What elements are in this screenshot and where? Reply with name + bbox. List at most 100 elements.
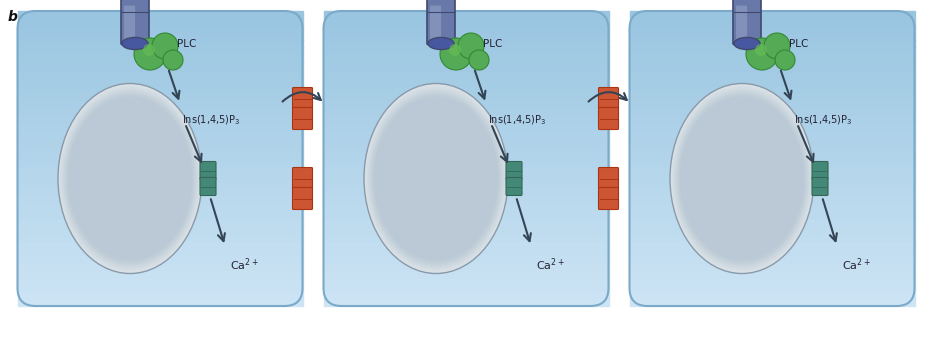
Ellipse shape: [673, 87, 811, 270]
Ellipse shape: [677, 93, 807, 264]
Ellipse shape: [60, 86, 200, 271]
Ellipse shape: [671, 86, 813, 271]
FancyBboxPatch shape: [599, 167, 618, 189]
Ellipse shape: [681, 97, 803, 260]
Bar: [323, 33, 609, 40]
Bar: [323, 84, 609, 92]
Bar: [323, 40, 609, 48]
Bar: [18, 158, 303, 166]
Circle shape: [152, 33, 178, 59]
Ellipse shape: [67, 95, 194, 262]
Bar: [629, 40, 914, 48]
Ellipse shape: [369, 90, 503, 267]
Bar: [629, 106, 914, 114]
Bar: [18, 298, 303, 306]
FancyBboxPatch shape: [121, 0, 149, 44]
Circle shape: [764, 33, 790, 59]
Bar: [629, 217, 914, 225]
Bar: [323, 121, 609, 129]
Bar: [629, 276, 914, 284]
Ellipse shape: [68, 96, 193, 261]
Ellipse shape: [678, 94, 806, 263]
FancyBboxPatch shape: [599, 187, 618, 210]
Ellipse shape: [676, 91, 808, 266]
Bar: [629, 99, 914, 107]
FancyBboxPatch shape: [200, 161, 216, 180]
Ellipse shape: [65, 93, 195, 264]
Ellipse shape: [371, 93, 501, 264]
Bar: [18, 246, 303, 254]
Ellipse shape: [62, 89, 197, 268]
Ellipse shape: [369, 89, 504, 268]
Bar: [18, 276, 303, 284]
Circle shape: [775, 50, 795, 70]
Bar: [323, 55, 609, 63]
Bar: [18, 84, 303, 92]
Bar: [323, 158, 609, 166]
Bar: [18, 291, 303, 299]
Bar: [629, 18, 914, 26]
Bar: [323, 217, 609, 225]
Bar: [323, 283, 609, 291]
Bar: [18, 254, 303, 262]
Ellipse shape: [364, 84, 508, 274]
Circle shape: [143, 44, 155, 56]
Text: Ca$^{2+}$: Ca$^{2+}$: [842, 256, 870, 273]
Bar: [323, 10, 609, 19]
Bar: [18, 106, 303, 114]
Text: b: b: [8, 10, 18, 24]
Bar: [629, 187, 914, 195]
FancyBboxPatch shape: [430, 5, 441, 40]
Bar: [323, 77, 609, 85]
Bar: [323, 25, 609, 33]
Circle shape: [163, 50, 183, 70]
FancyBboxPatch shape: [292, 187, 313, 210]
Bar: [629, 128, 914, 136]
Bar: [629, 62, 914, 70]
Bar: [323, 195, 609, 203]
Bar: [323, 187, 609, 195]
Bar: [629, 246, 914, 254]
Bar: [629, 232, 914, 240]
Bar: [323, 69, 609, 78]
Bar: [18, 121, 303, 129]
Bar: [323, 114, 609, 122]
Bar: [323, 143, 609, 151]
Bar: [18, 232, 303, 240]
Bar: [18, 210, 303, 217]
Bar: [629, 84, 914, 92]
Bar: [18, 48, 303, 55]
Ellipse shape: [674, 89, 810, 268]
Text: Ca$^{2+}$: Ca$^{2+}$: [230, 256, 259, 273]
Bar: [629, 25, 914, 33]
Ellipse shape: [63, 91, 196, 266]
Ellipse shape: [428, 37, 454, 50]
Ellipse shape: [675, 91, 809, 266]
Bar: [18, 224, 303, 232]
Bar: [629, 33, 914, 40]
Ellipse shape: [671, 85, 813, 272]
Bar: [629, 239, 914, 247]
Ellipse shape: [61, 86, 200, 271]
Ellipse shape: [680, 96, 804, 261]
Ellipse shape: [64, 92, 196, 265]
Bar: [323, 165, 609, 173]
FancyBboxPatch shape: [427, 0, 455, 44]
Ellipse shape: [365, 84, 507, 273]
FancyBboxPatch shape: [599, 108, 618, 129]
Ellipse shape: [675, 90, 809, 267]
Bar: [323, 246, 609, 254]
Bar: [323, 202, 609, 210]
Bar: [18, 187, 303, 195]
Bar: [629, 180, 914, 188]
Ellipse shape: [679, 95, 805, 262]
Bar: [629, 298, 914, 306]
Bar: [323, 210, 609, 217]
Bar: [629, 210, 914, 217]
Bar: [18, 77, 303, 85]
Ellipse shape: [367, 88, 505, 269]
Bar: [18, 165, 303, 173]
Bar: [323, 151, 609, 158]
Ellipse shape: [734, 37, 760, 50]
Ellipse shape: [370, 91, 503, 266]
